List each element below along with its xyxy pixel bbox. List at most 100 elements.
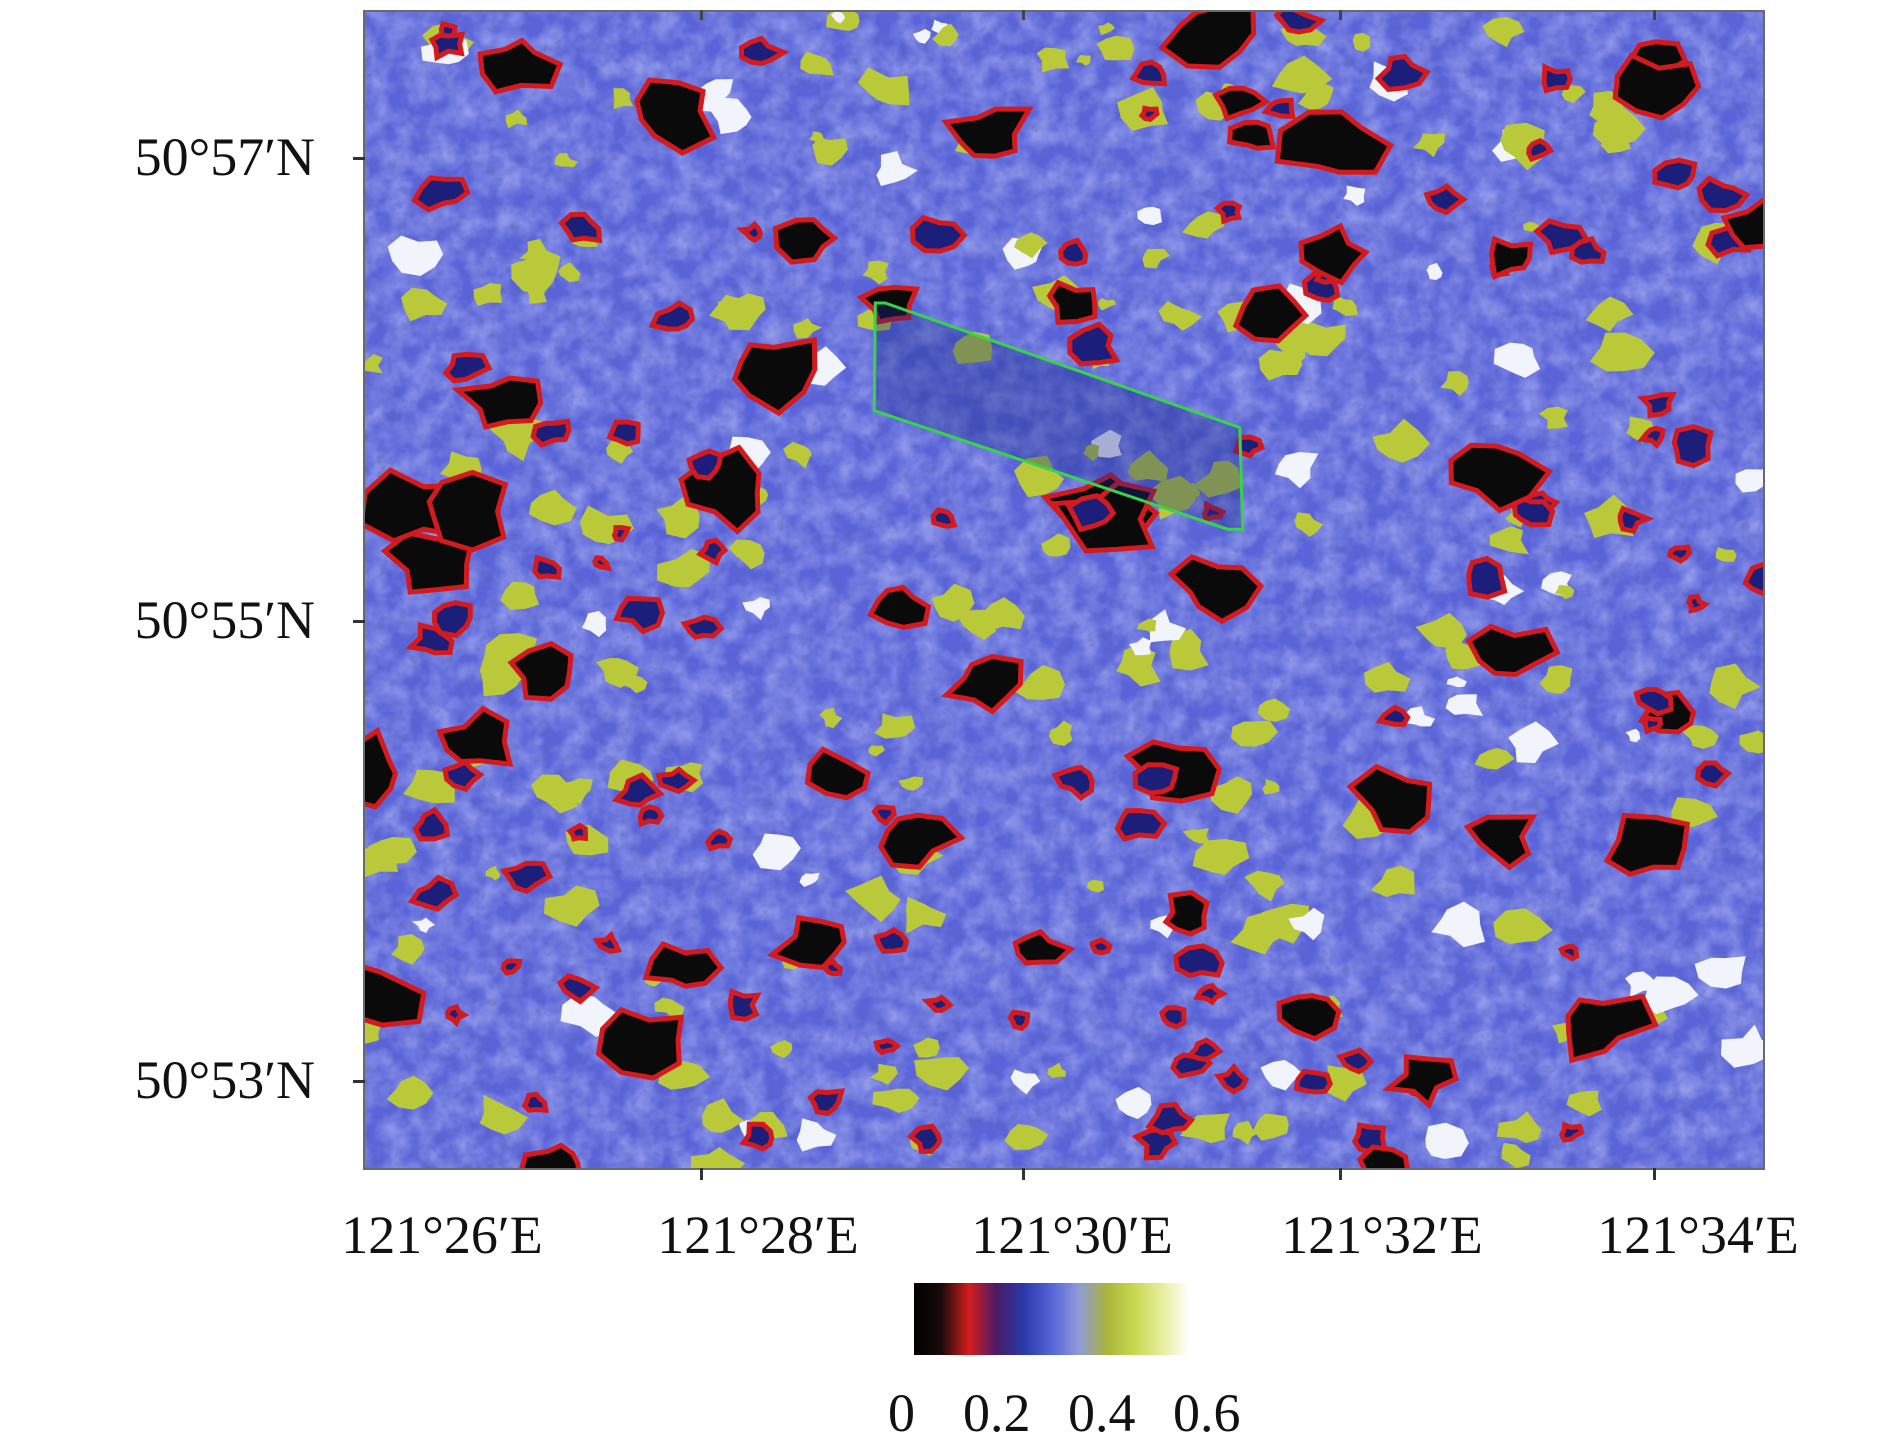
high-value-patch	[387, 235, 444, 276]
high-value-patch	[1482, 16, 1525, 48]
longitude-label-121-28: 121°28′E	[657, 1205, 859, 1265]
high-value-patch	[1260, 1059, 1303, 1091]
high-value-patch	[1182, 211, 1225, 239]
map-dark-texture	[365, 12, 1763, 1168]
high-value-patch	[845, 875, 901, 923]
map-image	[365, 12, 1763, 1168]
colorbar-tick-label: 0.4	[1068, 1383, 1136, 1443]
high-value-patch	[793, 317, 823, 339]
low-value-patch	[1617, 505, 1655, 534]
low-value-patch	[1652, 157, 1698, 191]
high-value-patch	[1709, 663, 1761, 709]
low-value-patch	[873, 1037, 902, 1056]
low-value-patch	[1145, 1102, 1196, 1136]
low-value-patch	[1007, 1009, 1031, 1032]
high-value-patch	[558, 262, 581, 283]
study-area-outline	[872, 301, 1245, 531]
low-value-patch	[558, 211, 603, 244]
low-value-patch	[412, 806, 450, 842]
high-value-patch	[914, 1057, 969, 1091]
low-value-patch	[1346, 763, 1433, 835]
longitude-tick	[700, 1168, 703, 1180]
low-value-patch	[637, 804, 665, 828]
low-value-patch	[606, 419, 641, 447]
low-value-patch	[1232, 434, 1265, 459]
latitude-tick	[353, 157, 365, 160]
high-value-patch	[581, 611, 607, 638]
low-value-patch	[532, 554, 563, 581]
high-value-patch	[479, 1094, 528, 1135]
high-value-patch	[1489, 526, 1529, 555]
latitude-label-50-55: 50°55′N	[134, 590, 315, 650]
high-value-patch	[614, 669, 632, 683]
high-value-patch	[913, 1037, 940, 1058]
low-value-patch	[866, 584, 932, 630]
high-value-patch	[1585, 296, 1634, 332]
low-value-patch	[909, 214, 968, 254]
low-value-patch	[365, 964, 427, 1028]
low-value-patch	[436, 705, 514, 767]
high-value-patch	[1322, 1065, 1367, 1102]
low-value-patch	[941, 106, 1034, 159]
high-value-patch	[1624, 971, 1657, 998]
low-value-patch	[1382, 1054, 1459, 1110]
high-value-patch	[1592, 105, 1646, 146]
low-value-patch	[566, 822, 588, 842]
low-value-patch	[1526, 137, 1555, 162]
high-value-patch	[783, 441, 812, 469]
latitude-tick	[353, 1080, 365, 1083]
low-value-patch	[1637, 425, 1666, 449]
low-value-patch	[1742, 561, 1763, 597]
high-value-patch	[1004, 1124, 1049, 1150]
colorbar-tick-label: 0	[888, 1383, 915, 1443]
high-value-patch	[868, 745, 885, 757]
low-value-patch	[1089, 937, 1113, 956]
low-value-patch	[1129, 59, 1168, 87]
high-value-patch	[799, 872, 820, 887]
low-value-patch	[1065, 493, 1117, 533]
low-value-patch	[499, 860, 554, 895]
high-value-patch	[1566, 1090, 1602, 1117]
longitude-tick	[1653, 1168, 1656, 1180]
high-value-patch	[656, 548, 711, 588]
high-value-patch	[1014, 455, 1064, 498]
high-value-patch	[1158, 301, 1203, 331]
high-value-patch	[1431, 901, 1485, 948]
high-value-patch	[1192, 839, 1250, 875]
low-value-patch	[1671, 424, 1714, 469]
low-value-patch	[611, 524, 632, 543]
low-value-patches	[365, 12, 1763, 1168]
low-value-patch	[767, 914, 847, 970]
high-value-patch	[1715, 547, 1737, 562]
high-value-patch	[696, 79, 734, 112]
high-value-patch	[1694, 956, 1746, 989]
high-value-patch	[1720, 1024, 1763, 1068]
high-value-patch	[1210, 776, 1253, 814]
high-value-patch	[485, 865, 501, 881]
high-value-patch	[1257, 698, 1291, 722]
high-value-patch	[796, 1118, 837, 1152]
high-value-patch	[710, 97, 752, 135]
low-value-patch	[1612, 52, 1702, 121]
high-value-patch	[1169, 628, 1209, 671]
high-value-patch	[1474, 747, 1515, 770]
low-value-patch	[1720, 197, 1763, 251]
low-value-patch	[1512, 492, 1556, 528]
low-value-patch	[1012, 928, 1076, 966]
longitude-tick-top	[1022, 10, 1025, 20]
high-value-patch	[1098, 297, 1117, 311]
low-value-patch	[507, 640, 574, 702]
low-value-patch	[1201, 500, 1227, 523]
low-value-patch	[1261, 97, 1296, 120]
low-value-patch	[1558, 1121, 1585, 1143]
low-value-patch	[739, 1121, 775, 1152]
low-value-patch	[1695, 760, 1733, 789]
high-value-patch	[528, 489, 577, 526]
high-value-patch	[505, 109, 528, 129]
low-value-patch	[634, 77, 718, 156]
map-raster	[363, 10, 1765, 1170]
high-value-patch	[1343, 185, 1366, 207]
low-value-patch	[680, 614, 725, 640]
high-value-patch	[1425, 1122, 1469, 1160]
low-value-patch	[696, 537, 729, 567]
